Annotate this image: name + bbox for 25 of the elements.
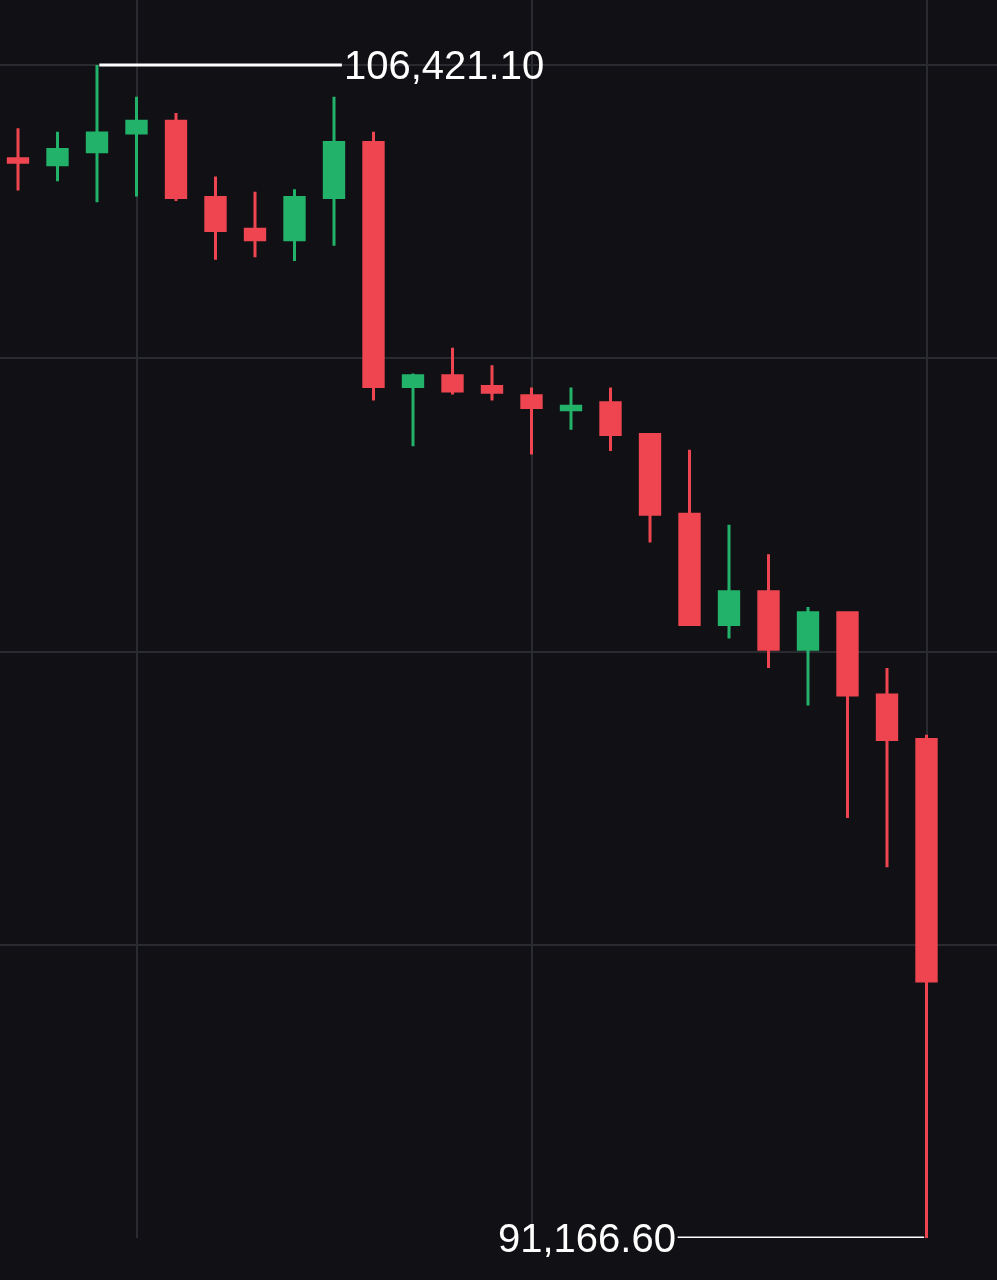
candlestick (836, 611, 859, 819)
candlestick (796, 606, 820, 706)
candlestick (362, 131, 385, 401)
candlestick (85, 65, 109, 203)
annotation: 91,166.60 (498, 1216, 676, 1260)
candlestick (480, 365, 504, 401)
candlestick (757, 554, 780, 668)
candlestick (283, 189, 306, 261)
candlestick (875, 667, 899, 868)
candlestick (322, 96, 346, 246)
candlestick (243, 191, 267, 258)
annotation: 106,421.10 (344, 43, 545, 87)
candlestick (125, 96, 148, 197)
candlestick (520, 387, 543, 455)
candlestick (164, 113, 188, 202)
candlestick (678, 449, 701, 627)
candlestick (204, 176, 227, 260)
candlestick (638, 432, 662, 543)
candlestick (599, 387, 622, 451)
candlestick (717, 524, 741, 639)
candlestick (559, 387, 583, 430)
candlestick (46, 131, 69, 182)
candlestick (6, 128, 30, 191)
candlestick (441, 347, 464, 395)
candlestick (401, 373, 425, 447)
